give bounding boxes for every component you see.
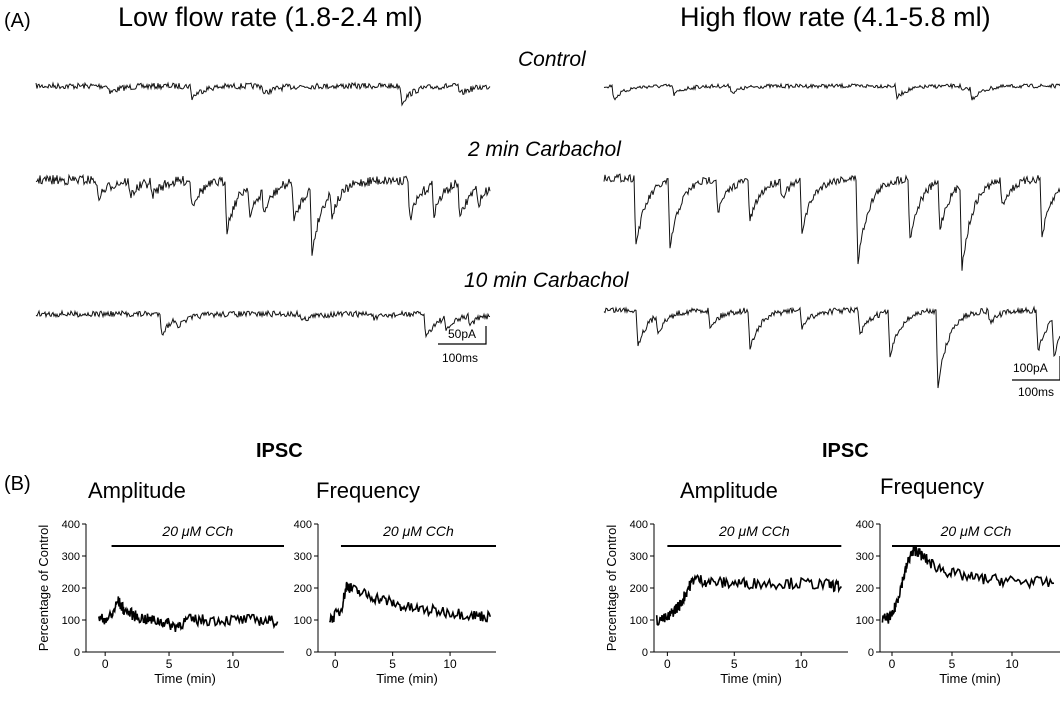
x-tick-label: 5: [731, 657, 738, 671]
y-axis-label: Percentage of Control: [604, 525, 619, 652]
y-tick-label: 100: [294, 615, 312, 627]
data-series-line: [881, 545, 1055, 624]
x-tick-label: 0: [102, 657, 109, 671]
time-course-plot-2: 0 100 200 300 400 0 5 10 Time (min) 20 μM CCh: [294, 519, 496, 686]
drug-annotation: 20 μM CCh: [161, 523, 233, 539]
x-axis-label: Time (min): [720, 671, 782, 686]
y-tick-label: 0: [306, 647, 312, 659]
ipsc-title-right: IPSC: [822, 440, 869, 462]
trace-high-control: [603, 82, 1060, 101]
drug-annotation: 20 μM CCh: [718, 523, 790, 539]
trace-low-10min: [35, 309, 491, 339]
x-tick-label: 10: [1005, 657, 1019, 671]
data-series-line: [98, 596, 279, 633]
x-tick-label: 10: [443, 657, 457, 671]
subtitle-amplitude-left: Amplitude: [88, 478, 186, 503]
scale-bar-right: 100pA 100ms: [1012, 356, 1060, 399]
scale-bar-left: 50pA 100ms: [438, 326, 487, 365]
time-course-plot-4: 0 100 200 300 400 0 5 10 Time (min) 20 μM CCh: [856, 519, 1060, 686]
y-tick-label: 400: [294, 519, 312, 531]
time-course-plot-3: 0 100 200 300 400 0 5 10 Time (min) Percentage of…: [604, 519, 848, 686]
trace-low-control: [35, 81, 491, 107]
y-tick-label: 0: [642, 647, 648, 659]
x-tick-label: 0: [664, 657, 671, 671]
data-series-line: [655, 573, 842, 626]
condition-control: Control: [518, 48, 586, 71]
x-axis-label: Time (min): [939, 671, 1001, 686]
y-tick-label: 200: [630, 583, 648, 595]
subtitle-frequency-right: Frequency: [880, 474, 984, 499]
condition-10min: 10 min Carbachol: [464, 269, 629, 292]
y-tick-label: 100: [62, 615, 80, 627]
y-tick-label: 0: [74, 647, 80, 659]
low-flow-title: Low flow rate (1.8-2.4 ml): [118, 2, 423, 32]
x-axis-label: Time (min): [154, 671, 216, 686]
trace-high-10min: [603, 305, 1060, 389]
trace-low-2min: [35, 173, 491, 256]
y-tick-label: 400: [62, 519, 80, 531]
scale-left-time: 100ms: [442, 351, 478, 365]
x-tick-label: 5: [166, 657, 173, 671]
drug-annotation: 20 μM CCh: [382, 523, 454, 539]
x-tick-label: 5: [949, 657, 956, 671]
x-tick-label: 10: [226, 657, 240, 671]
y-tick-label: 300: [630, 551, 648, 563]
data-series-line: [328, 581, 492, 623]
y-tick-label: 0: [868, 647, 874, 659]
x-tick-label: 0: [889, 657, 896, 671]
panel-b-label: (B): [4, 473, 31, 495]
time-course-plot-1: 0 100 200 300 400 0 5 10 Time (min) Percentage of…: [36, 519, 284, 686]
panel-a-label: (A): [4, 10, 31, 32]
ipsc-title-left: IPSC: [256, 440, 303, 462]
trace-high-2min: [603, 173, 1060, 271]
high-flow-title: High flow rate (4.1-5.8 ml): [680, 2, 991, 32]
x-tick-label: 5: [389, 657, 396, 671]
scale-right-current: 100pA: [1013, 361, 1048, 375]
subtitle-amplitude-right: Amplitude: [680, 478, 778, 503]
current-traces: [35, 81, 1060, 389]
y-tick-label: 200: [62, 583, 80, 595]
y-tick-label: 400: [856, 519, 874, 531]
x-tick-label: 10: [794, 657, 808, 671]
scale-left-current: 50pA: [448, 327, 476, 341]
y-tick-label: 300: [294, 551, 312, 563]
y-tick-label: 400: [630, 519, 648, 531]
condition-2min: 2 min Carbachol: [468, 138, 621, 161]
x-tick-label: 0: [332, 657, 339, 671]
y-tick-label: 300: [856, 551, 874, 563]
subtitle-frequency-left: Frequency: [316, 478, 420, 503]
drug-annotation: 20 μM CCh: [940, 523, 1012, 539]
y-tick-label: 100: [856, 615, 874, 627]
y-tick-label: 300: [62, 551, 80, 563]
scale-right-time: 100ms: [1018, 385, 1054, 399]
y-axis-label: Percentage of Control: [36, 525, 51, 652]
x-axis-label: Time (min): [376, 671, 438, 686]
y-tick-label: 200: [856, 583, 874, 595]
y-tick-label: 200: [294, 583, 312, 595]
y-tick-label: 100: [630, 615, 648, 627]
